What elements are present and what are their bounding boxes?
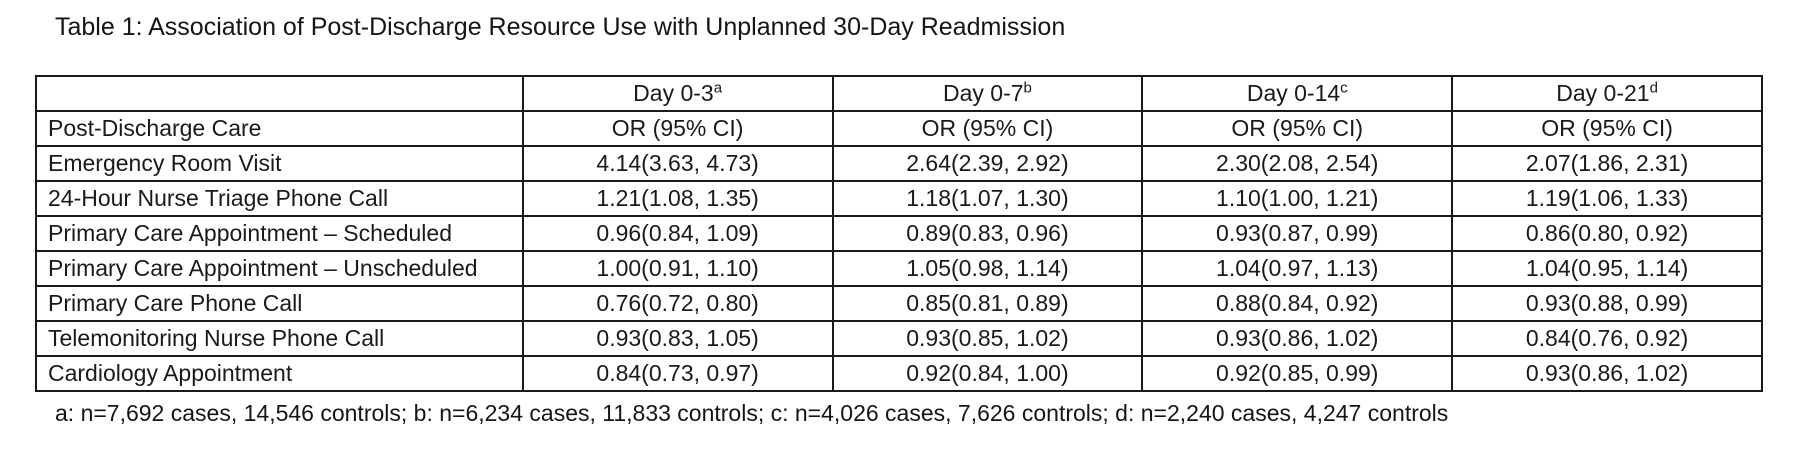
footnote-marker-d: d [1649, 79, 1658, 97]
or-ci-cell: 4.14(3.63, 4.73) [521, 145, 834, 182]
row-label: Primary Care Phone Call [35, 285, 524, 322]
or-ci-cell: 1.18(1.07, 1.30) [831, 180, 1144, 217]
row-label: 24-Hour Nurse Triage Phone Call [35, 180, 524, 217]
or-ci-cell: 0.93(0.83, 1.05) [521, 320, 834, 357]
or-ci-cell: 1.04(0.97, 1.13) [1141, 250, 1454, 287]
column-header-day-0-14: Day 0-14c [1141, 75, 1454, 112]
or-ci-cell: 0.76(0.72, 0.80) [521, 285, 834, 322]
table-footnote: a: n=7,692 cases, 14,546 controls; b: n=… [55, 400, 1449, 426]
table-row: Telemonitoring Nurse Phone Call 0.93(0.8… [35, 320, 1763, 357]
subheader-or-ci: OR (95% CI) [1141, 110, 1454, 147]
or-ci-cell: 0.93(0.86, 1.02) [1451, 355, 1763, 392]
or-ci-cell: 0.86(0.80, 0.92) [1451, 215, 1763, 252]
footnote-marker-a: a [713, 79, 723, 97]
column-header-day-0-7: Day 0-7b [831, 75, 1144, 112]
header-row-periods: Day 0-3a Day 0-7b Day 0-14c Day 0-21d [35, 75, 1763, 112]
or-ci-cell: 0.92(0.85, 0.99) [1141, 355, 1454, 392]
subheader-or-ci: OR (95% CI) [521, 110, 834, 147]
column-header-day-0-21: Day 0-21d [1451, 75, 1763, 112]
or-ci-cell: 2.07(1.86, 2.31) [1451, 145, 1763, 182]
or-ci-cell: 0.93(0.87, 0.99) [1141, 215, 1454, 252]
or-ci-cell: 1.19(1.06, 1.33) [1451, 180, 1763, 217]
or-ci-cell: 1.21(1.08, 1.35) [521, 180, 834, 217]
table-row: 24-Hour Nurse Triage Phone Call 1.21(1.0… [35, 180, 1763, 217]
or-ci-cell: 0.93(0.85, 1.02) [831, 320, 1144, 357]
or-ci-cell: 0.96(0.84, 1.09) [521, 215, 834, 252]
row-label: Emergency Room Visit [35, 145, 524, 182]
or-ci-cell: 0.89(0.83, 0.96) [831, 215, 1144, 252]
column-header-label: Day 0-7 [942, 80, 1024, 106]
or-ci-cell: 0.92(0.84, 1.00) [831, 355, 1144, 392]
or-ci-cell: 0.88(0.84, 0.92) [1141, 285, 1454, 322]
row-label: Primary Care Appointment – Unscheduled [35, 250, 524, 287]
or-ci-cell: 0.84(0.73, 0.97) [521, 355, 834, 392]
or-ci-cell: 0.93(0.88, 0.99) [1451, 285, 1763, 322]
column-header-label: Day 0-14 [1246, 80, 1341, 106]
row-label: Cardiology Appointment [35, 355, 524, 392]
table-row: Emergency Room Visit 4.14(3.63, 4.73) 2.… [35, 145, 1763, 182]
row-header-label: Post-Discharge Care [35, 110, 524, 147]
or-ci-cell: 1.05(0.98, 1.14) [831, 250, 1144, 287]
or-ci-cell: 0.84(0.76, 0.92) [1451, 320, 1763, 357]
or-ci-cell: 0.85(0.81, 0.89) [831, 285, 1144, 322]
subheader-or-ci: OR (95% CI) [831, 110, 1144, 147]
results-table: Day 0-3a Day 0-7b Day 0-14c Day 0-21d Po… [35, 75, 1763, 392]
column-header-label: Day 0-3 [633, 80, 714, 106]
footnote-marker-b: b [1023, 79, 1032, 97]
column-header-day-0-3: Day 0-3a [521, 75, 834, 112]
or-ci-cell: 0.93(0.86, 1.02) [1141, 320, 1454, 357]
table-row: Primary Care Appointment – Unscheduled 1… [35, 250, 1763, 287]
row-label: Primary Care Appointment – Scheduled [35, 215, 524, 252]
corner-cell [35, 75, 524, 112]
or-ci-cell: 2.64(2.39, 2.92) [831, 145, 1144, 182]
or-ci-cell: 2.30(2.08, 2.54) [1141, 145, 1454, 182]
table-row: Primary Care Appointment – Scheduled 0.9… [35, 215, 1763, 252]
column-header-label: Day 0-21 [1556, 80, 1650, 106]
header-row-measure: Post-Discharge Care OR (95% CI) OR (95% … [35, 110, 1763, 147]
or-ci-cell: 1.10(1.00, 1.21) [1141, 180, 1454, 217]
table-row: Primary Care Phone Call 0.76(0.72, 0.80)… [35, 285, 1763, 322]
table-title: Table 1: Association of Post-Discharge R… [55, 13, 1066, 41]
footnote-marker-c: c [1340, 79, 1348, 97]
table-row: Cardiology Appointment 0.84(0.73, 0.97) … [35, 355, 1763, 392]
row-label: Telemonitoring Nurse Phone Call [35, 320, 524, 357]
subheader-or-ci: OR (95% CI) [1451, 110, 1763, 147]
or-ci-cell: 1.00(0.91, 1.10) [521, 250, 834, 287]
or-ci-cell: 1.04(0.95, 1.14) [1451, 250, 1763, 287]
